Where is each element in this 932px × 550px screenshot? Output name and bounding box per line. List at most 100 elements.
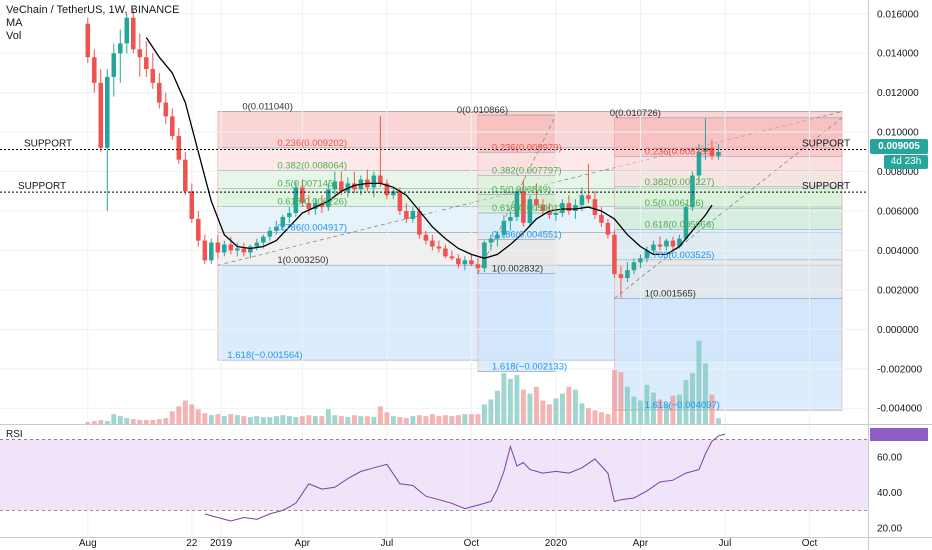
candle-body [371, 175, 377, 188]
volume-bar [241, 416, 247, 424]
volume-bar [390, 416, 396, 424]
candle-body [618, 274, 624, 279]
price-tick-label: -0.004000 [877, 404, 922, 415]
volume-bar [189, 404, 195, 424]
volume-bar [429, 414, 435, 424]
volume-bar [208, 415, 214, 424]
volume-bar [650, 392, 656, 424]
candle-body [163, 102, 169, 117]
symbol-title[interactable]: VeChain / TetherUS, 1W, BINANCE [6, 4, 180, 16]
volume-bar [481, 404, 487, 424]
candle-body [514, 191, 520, 217]
price-tick-label: 0.016000 [877, 9, 919, 20]
volume-bar [182, 400, 188, 424]
candle-body [222, 244, 227, 253]
volume-bar [280, 415, 286, 424]
volume-bar [403, 418, 409, 424]
price-tick-label: 0.014000 [877, 49, 919, 60]
fib-zone [477, 152, 556, 176]
candle-body [144, 57, 149, 70]
volume-bar [579, 403, 585, 424]
candle-body [313, 203, 318, 210]
candle-body [696, 151, 702, 176]
volume-bar [371, 417, 377, 424]
volume-bar [475, 414, 481, 424]
candle-body [482, 242, 487, 269]
candle-body [189, 191, 195, 219]
fib-level-label: 1.618(−0.002133) [492, 361, 567, 372]
candle-body [280, 216, 286, 227]
volume-bar [312, 416, 318, 424]
candle-body [410, 211, 416, 219]
candle-body [644, 250, 650, 259]
bar-countdown-badge: 4d 23h [884, 155, 928, 169]
fib-zone [614, 117, 842, 157]
price-tick-label: 0.002000 [877, 285, 919, 296]
candle-body [677, 238, 682, 247]
candle-body [293, 187, 299, 213]
volume-bar [228, 414, 234, 424]
volume-bar [215, 414, 221, 424]
candle-body [137, 49, 143, 58]
candle-body [566, 203, 572, 212]
fib-level-label: 0(0.010866) [457, 105, 508, 116]
volume-bar [468, 414, 474, 424]
volume-bar [663, 404, 669, 424]
volume-bar [273, 416, 279, 424]
ma-indicator-label[interactable]: MA [6, 17, 23, 29]
rsi-pane-label[interactable]: RSI [6, 429, 23, 440]
volume-bar [709, 394, 715, 424]
vol-indicator-label[interactable]: Vol [6, 30, 22, 42]
rsi-tick-label: 20.00 [877, 524, 902, 535]
candle-body [612, 234, 617, 275]
candle-body [326, 189, 331, 208]
fib-zone [614, 208, 842, 230]
candle-body [592, 199, 598, 215]
candle-body [391, 191, 396, 196]
candle-body [469, 260, 474, 265]
time-tick-label: Aug [79, 538, 97, 549]
time-tick-label: Apr [633, 538, 649, 549]
volume-bar [527, 393, 533, 424]
volume-bar [130, 419, 136, 424]
candle-body [475, 264, 481, 269]
candle-body [664, 240, 669, 247]
candle-body [274, 226, 279, 231]
candle-body [449, 256, 455, 259]
rsi-band [0, 439, 869, 511]
time-tick-label: Jul [719, 538, 732, 549]
rsi-line [204, 433, 726, 522]
fib-extension-zone [614, 298, 842, 411]
volume-bar [247, 417, 253, 424]
fib-level-label: 0(0.011040) [242, 102, 293, 113]
volume-bar [644, 384, 650, 424]
candle-body [404, 211, 409, 219]
fib-level-label: 0.382(0.007797) [492, 166, 562, 177]
volume-bar [416, 415, 422, 424]
volume-bar [670, 395, 676, 424]
candle-body [553, 212, 559, 215]
volume-bar [449, 416, 455, 424]
fib-level-label: 0.236(0.009202) [277, 138, 347, 149]
volume-bar [702, 363, 708, 424]
volume-bar [286, 416, 292, 424]
volume-bar [410, 416, 416, 424]
volume-bar [260, 417, 266, 424]
candle-body [176, 136, 182, 160]
volume-bar [514, 375, 520, 424]
candle-body [196, 218, 201, 241]
candle-body [579, 195, 585, 206]
volume-bar [91, 421, 97, 424]
support-label-left: SUPPORT [24, 138, 72, 149]
fib-level-label: 0.5(0.007145) [277, 178, 336, 189]
volume-bar [351, 415, 357, 424]
volume-bar [585, 408, 591, 424]
candle-body [254, 242, 260, 247]
fib-zone [614, 259, 842, 299]
rsi-tick-label: 60.00 [877, 453, 902, 464]
volume-bar [618, 372, 624, 424]
candle-body [248, 246, 253, 253]
candle-body [378, 175, 383, 184]
candle-body [423, 234, 429, 241]
